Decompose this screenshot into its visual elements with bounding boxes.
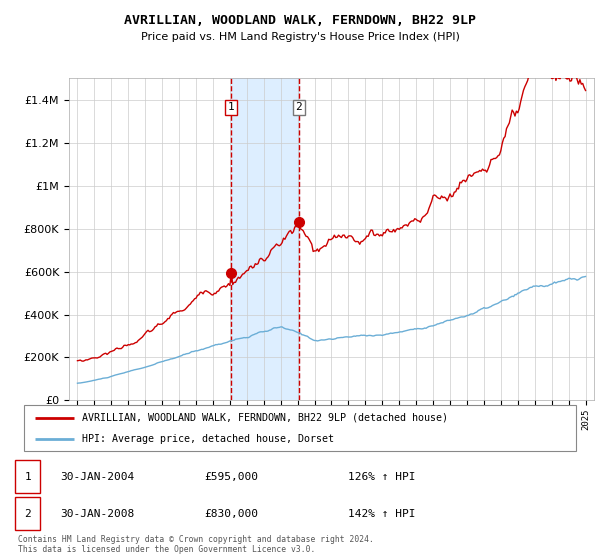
Text: 30-JAN-2004: 30-JAN-2004 [60,472,134,482]
Text: £830,000: £830,000 [204,508,258,519]
Text: HPI: Average price, detached house, Dorset: HPI: Average price, detached house, Dors… [82,435,334,444]
Text: 126% ↑ HPI: 126% ↑ HPI [348,472,415,482]
Text: 2: 2 [296,102,302,113]
Text: 2: 2 [24,508,31,519]
Bar [15,497,40,530]
Text: Contains HM Land Registry data © Crown copyright and database right 2024.
This d: Contains HM Land Registry data © Crown c… [18,535,374,554]
Text: £595,000: £595,000 [204,472,258,482]
Text: 142% ↑ HPI: 142% ↑ HPI [348,508,415,519]
Text: Price paid vs. HM Land Registry's House Price Index (HPI): Price paid vs. HM Land Registry's House … [140,32,460,43]
Bar [15,460,40,493]
Text: 1: 1 [24,472,31,482]
Text: 30-JAN-2008: 30-JAN-2008 [60,508,134,519]
Text: 1: 1 [228,102,235,113]
Text: AVRILLIAN, WOODLAND WALK, FERNDOWN, BH22 9LP: AVRILLIAN, WOODLAND WALK, FERNDOWN, BH22… [124,14,476,27]
Bar [231,78,299,400]
Text: AVRILLIAN, WOODLAND WALK, FERNDOWN, BH22 9LP (detached house): AVRILLIAN, WOODLAND WALK, FERNDOWN, BH22… [82,413,448,423]
